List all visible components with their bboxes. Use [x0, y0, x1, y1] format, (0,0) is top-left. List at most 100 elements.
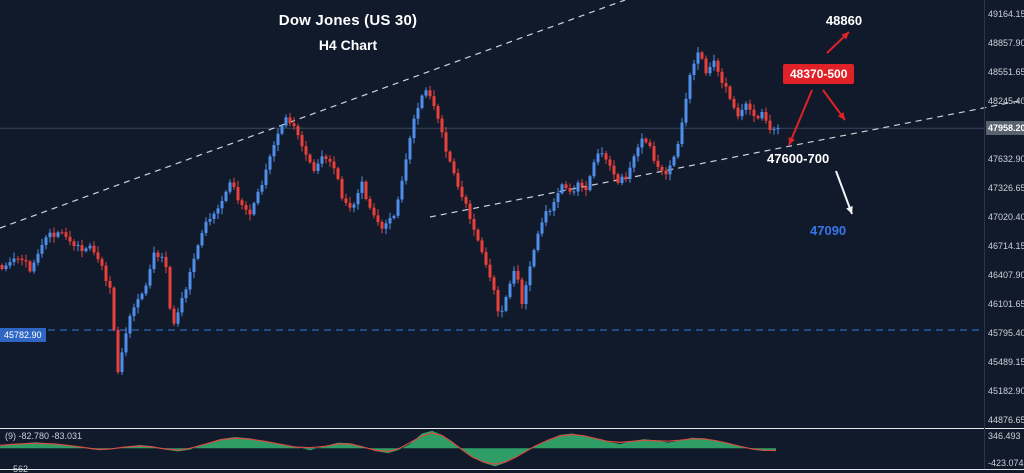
candle-body: [76, 245, 80, 247]
annotation-arrowhead: [837, 112, 845, 120]
candle-body: [640, 138, 644, 148]
candle-body: [28, 261, 32, 272]
candle-body: [268, 156, 272, 170]
candle-body: [720, 71, 724, 83]
candle-body: [516, 270, 520, 280]
candle-body: [700, 52, 704, 59]
candle-body: [404, 159, 408, 181]
annotation-arrow: [788, 89, 813, 146]
candle-body: [92, 245, 96, 253]
macd-signal-line: [0, 432, 777, 465]
candle-body: [732, 99, 736, 108]
indicator-axis-label: 346.493: [988, 431, 1021, 441]
candle-body: [528, 266, 532, 286]
candle-body: [116, 329, 120, 373]
axis-separator[interactable]: [984, 0, 985, 469]
candle-body: [96, 252, 100, 260]
candle-body: [248, 209, 252, 215]
candle-body: [432, 96, 436, 106]
price-axis-label: 44876.65: [988, 415, 1024, 425]
candle-body: [524, 285, 528, 304]
candle-body: [612, 165, 616, 175]
candle-body: [436, 106, 440, 119]
candle-body: [148, 269, 152, 286]
trendline[interactable]: [0, 0, 626, 229]
annotation-arrowhead: [846, 206, 853, 214]
candle-body: [376, 215, 380, 223]
candle-body: [712, 60, 716, 67]
price-axis-label: 46101.65: [988, 299, 1024, 309]
trendline[interactable]: [429, 99, 1024, 218]
candle-body: [400, 180, 404, 200]
candle-body: [448, 151, 452, 162]
price-axis-label: 45182.90: [988, 386, 1024, 396]
candle-body: [632, 156, 636, 168]
price-axis-label: 46714.15: [988, 241, 1024, 251]
candle-body: [648, 142, 652, 146]
candle-body: [660, 166, 664, 171]
candle-body: [480, 240, 484, 253]
candle-body: [476, 229, 480, 241]
candle-body: [708, 67, 712, 74]
candle-body: [228, 182, 232, 192]
candle-body: [224, 191, 228, 201]
candle-body: [772, 129, 776, 131]
price-axis-label: 45489.15: [988, 357, 1024, 367]
candle-body: [760, 112, 764, 119]
bottom-left-text: 562: [13, 464, 28, 473]
candle-body: [48, 232, 52, 238]
candle-body: [44, 237, 48, 245]
candle-body: [676, 144, 680, 157]
candle-body: [740, 109, 744, 117]
price-axis-label: 48245.40: [988, 96, 1024, 106]
annotation-arrowhead: [788, 137, 795, 145]
candle-body: [144, 285, 148, 294]
candle-body: [352, 204, 356, 208]
support-line-price-tag: 45782.90: [0, 328, 46, 342]
indicator-axis[interactable]: 346.493 -423.074: [986, 428, 1024, 470]
candle-body: [108, 281, 112, 288]
candle-body: [416, 108, 420, 119]
candle-body: [392, 215, 396, 219]
annotation-support-zone: 47600-700: [767, 151, 830, 166]
candle-body: [276, 133, 280, 145]
candle-body: [36, 253, 40, 263]
candle-body: [72, 241, 76, 246]
candle-body: [320, 156, 324, 164]
candle-body: [388, 218, 392, 224]
candle-body: [312, 162, 316, 171]
candle-body: [596, 153, 600, 163]
candle-body: [768, 120, 772, 130]
current-price-tag: 47958.20: [986, 121, 1024, 135]
chart-title-timeframe: H4 Chart: [318, 37, 378, 53]
candle-body: [368, 199, 372, 208]
candle-body: [672, 156, 676, 166]
candle-body: [292, 123, 296, 126]
candle-body: [324, 156, 328, 159]
candle-body: [512, 270, 516, 284]
candle-body: [356, 193, 360, 205]
price-axis[interactable]: 49164.15 48857.90 48551.65 48245.40 47632.90…: [986, 0, 1024, 428]
candle-body: [584, 186, 588, 191]
price-axis-label: 49164.15: [988, 9, 1024, 19]
candle-body: [776, 128, 780, 130]
candle-body: [60, 232, 64, 234]
candle-body: [544, 211, 548, 223]
price-axis-label: 47326.65: [988, 183, 1024, 193]
candle-body: [748, 103, 752, 110]
candle-body: [176, 312, 180, 324]
candle-body: [344, 198, 348, 203]
annotation-arrowhead: [841, 32, 849, 40]
candle-body: [756, 116, 760, 119]
candle-body: [644, 138, 648, 143]
price-axis-label: 47020.40: [988, 212, 1024, 222]
candle-body: [744, 103, 748, 110]
bottom-separator: [0, 469, 1024, 470]
candle-body: [264, 169, 268, 185]
candle-body: [4, 265, 8, 269]
candle-body: [216, 208, 220, 214]
candle-body: [532, 250, 536, 267]
candle-body: [536, 233, 540, 250]
candle-body: [592, 162, 596, 177]
